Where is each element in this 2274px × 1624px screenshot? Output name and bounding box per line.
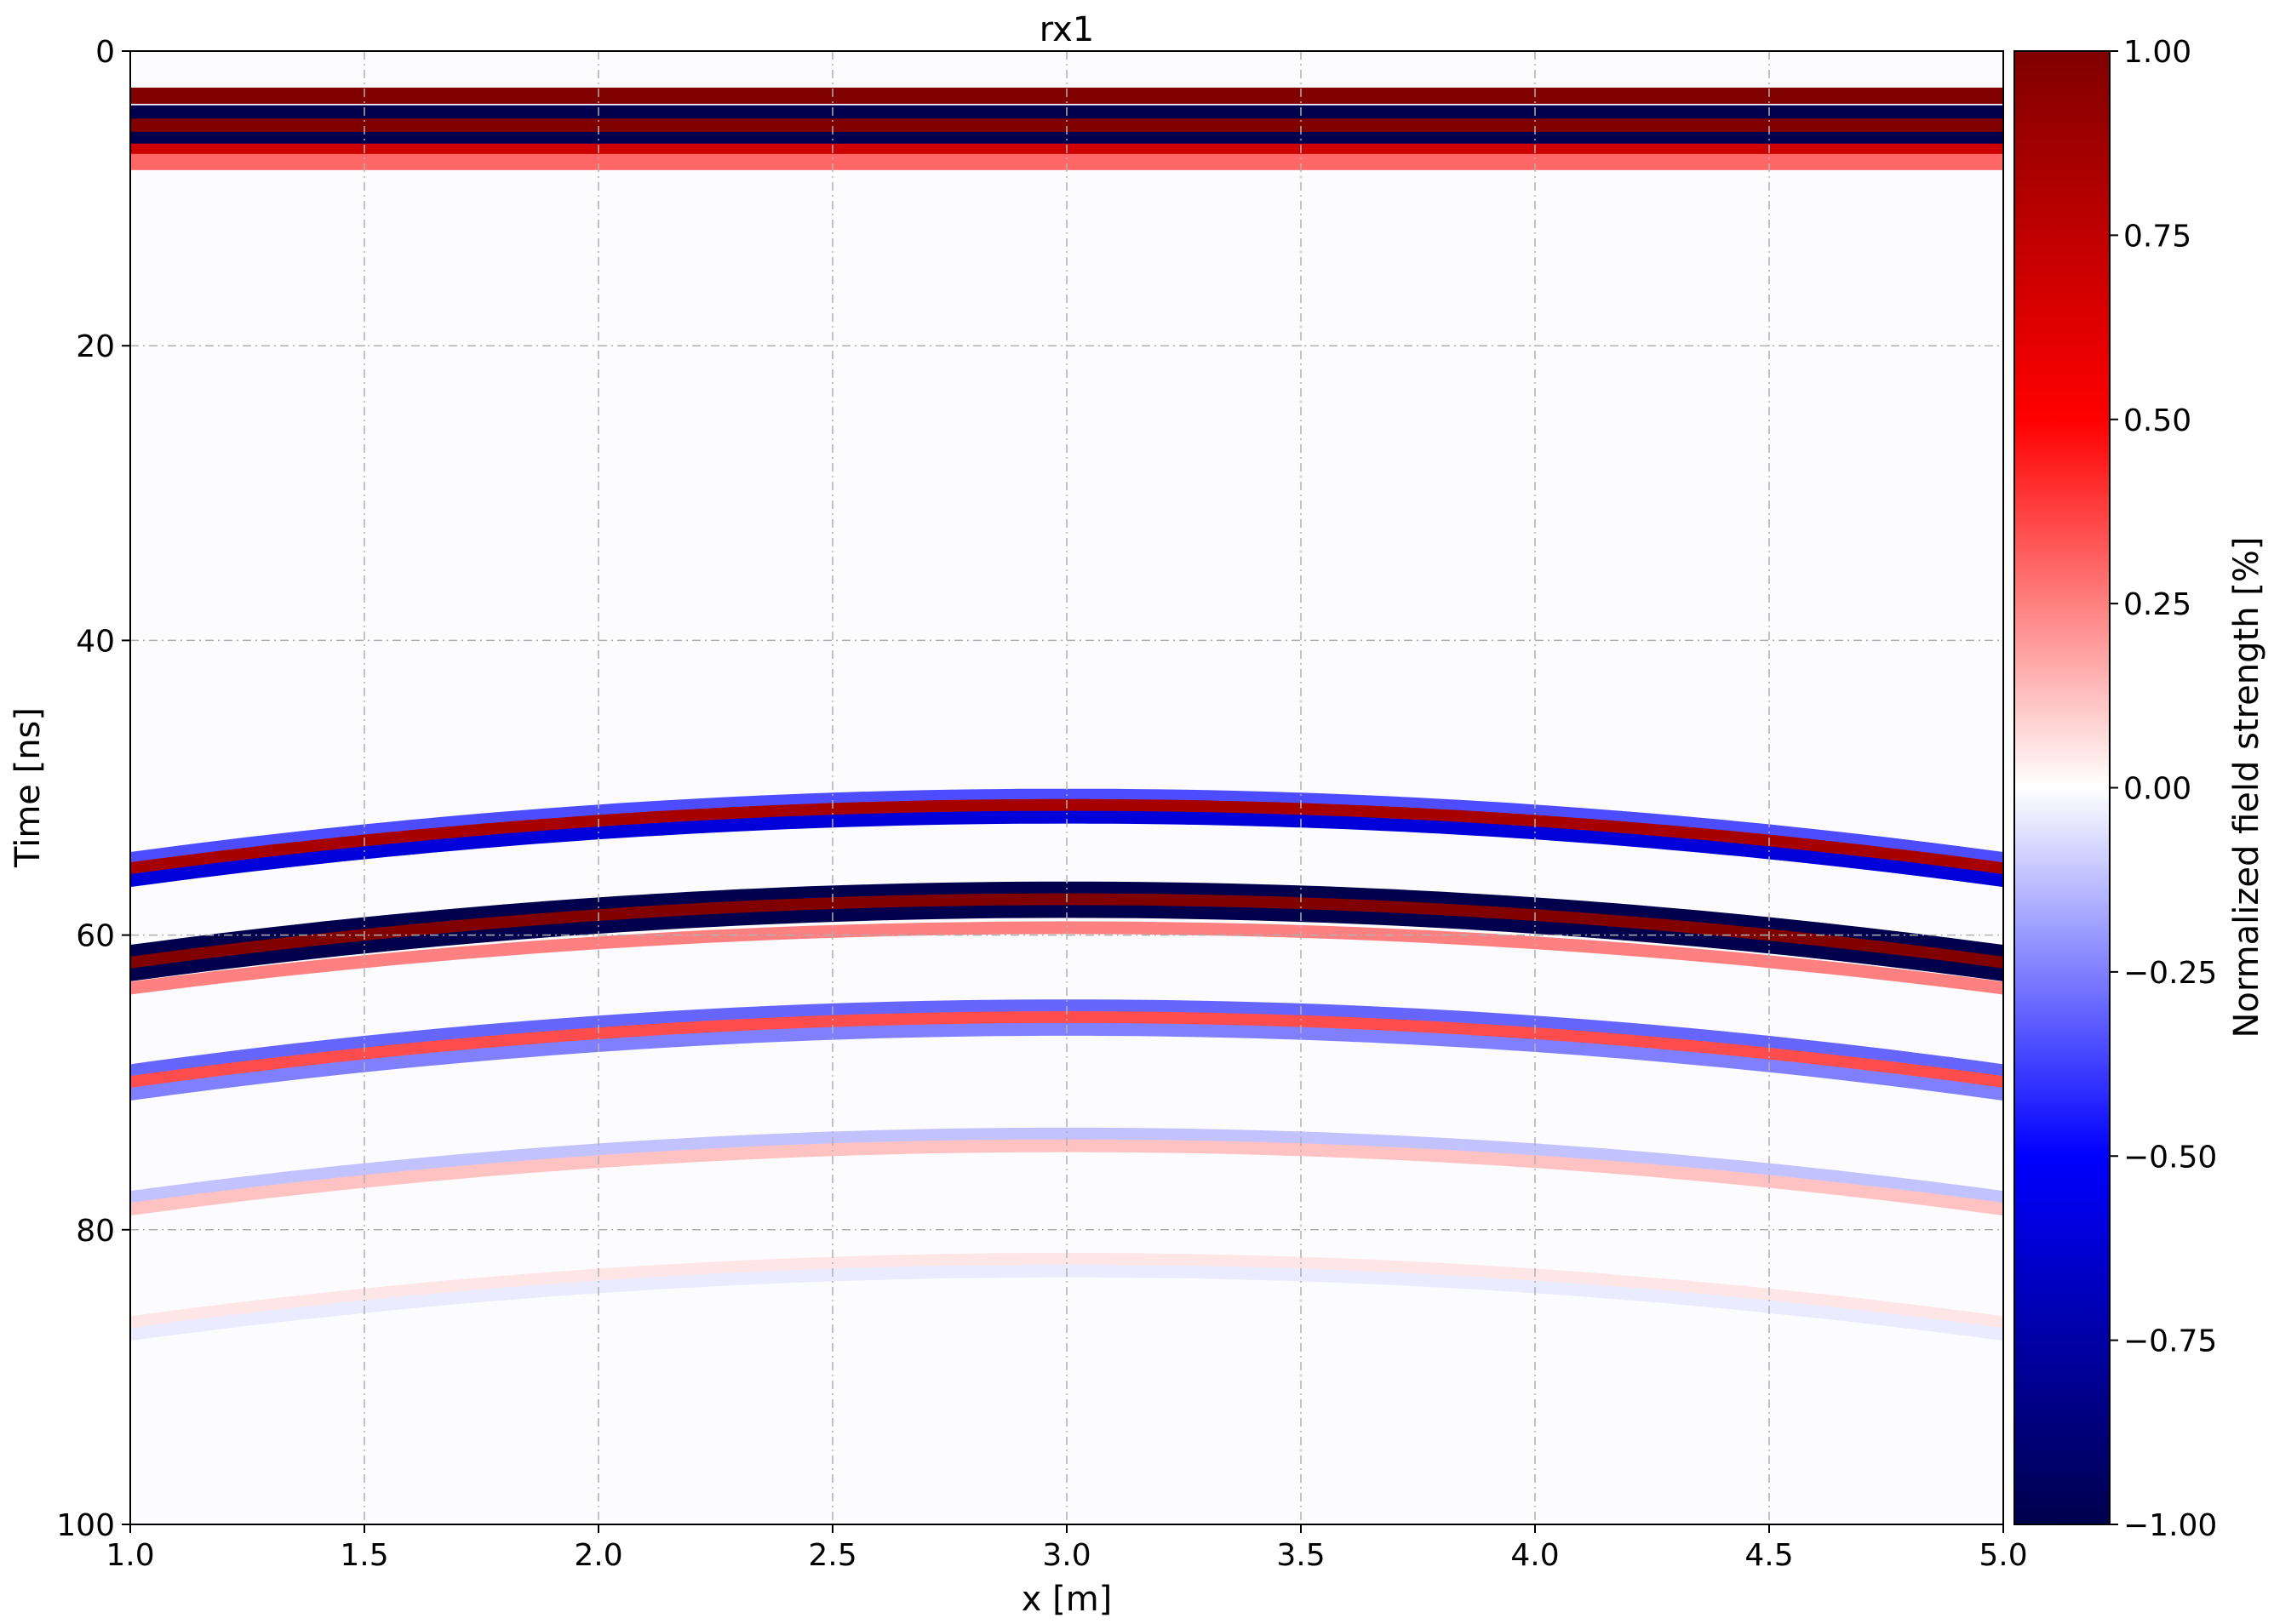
reflection-hyperbola [130, 999, 2003, 1078]
colorbar-tick-label: −0.50 [2123, 1140, 2217, 1175]
x-tick-label: 4.5 [1744, 1538, 1793, 1573]
reflection-hyperbola [130, 1139, 2003, 1216]
colorbar: 1.00 0.75 0.50 0.25 0.00 −0.25 −0.50 −0.75 −1.00… [2013, 35, 2266, 1543]
colorbar-tick-label: 0.25 [2123, 587, 2191, 622]
y-axis: 0 20 40 60 80 100 [56, 35, 130, 1543]
colorbar-ticks: 1.00 0.75 0.50 0.25 0.00 −0.25 −0.50 −0.75 −1.00 [2110, 35, 2217, 1543]
x-axis: 1.0 1.5 2.0 2.5 3.0 3.5 4.0 4.5 5.0 [106, 1524, 2028, 1573]
x-tick-label: 1.5 [340, 1538, 388, 1573]
reflection-hyperbola [130, 1127, 2003, 1204]
y-tick-label: 80 [76, 1214, 115, 1249]
reflection-hyperbola [130, 1252, 2003, 1330]
colorbar-tick-label: −1.00 [2123, 1508, 2217, 1543]
y-tick-label: 100 [56, 1508, 115, 1543]
y-tick-label: 20 [76, 329, 115, 364]
x-tick-label: 4.0 [1510, 1538, 1559, 1573]
colorbar-tick-label: 0.00 [2123, 772, 2191, 807]
chart-title: rx1 [1040, 10, 1095, 49]
x-tick-label: 3.0 [1042, 1538, 1091, 1573]
x-tick-label: 1.0 [106, 1538, 154, 1573]
x-axis-label: x [m] [1022, 1580, 1113, 1619]
reflection-hyperbola [130, 921, 2003, 995]
x-tick-label: 3.5 [1276, 1538, 1325, 1573]
reflection-hyperbola [130, 1011, 2003, 1089]
y-tick-label: 0 [95, 35, 115, 70]
reflection-hyperbola [130, 905, 2003, 981]
colorbar-label: Normalized field strength [%] [2227, 537, 2266, 1038]
colorbar-tick-label: −0.25 [2123, 956, 2217, 991]
y-tick-label: 40 [76, 624, 115, 659]
y-axis-label: Time [ns] [9, 707, 48, 868]
reflection-hyperbola [130, 810, 2003, 888]
y-tick-label: 60 [76, 919, 115, 954]
plot-area [129, 50, 2004, 1525]
colorbar-tick-label: −0.75 [2123, 1324, 2217, 1359]
colorbar-tick-label: 0.50 [2123, 403, 2191, 438]
colorbar-tick-label: 1.00 [2123, 35, 2191, 70]
x-tick-label: 2.5 [808, 1538, 856, 1573]
colorbar-gradient [2013, 50, 2111, 1525]
x-tick-label: 2.0 [574, 1538, 622, 1573]
x-tick-label: 5.0 [1979, 1538, 2027, 1573]
colorbar-tick-label: 0.75 [2123, 219, 2191, 254]
